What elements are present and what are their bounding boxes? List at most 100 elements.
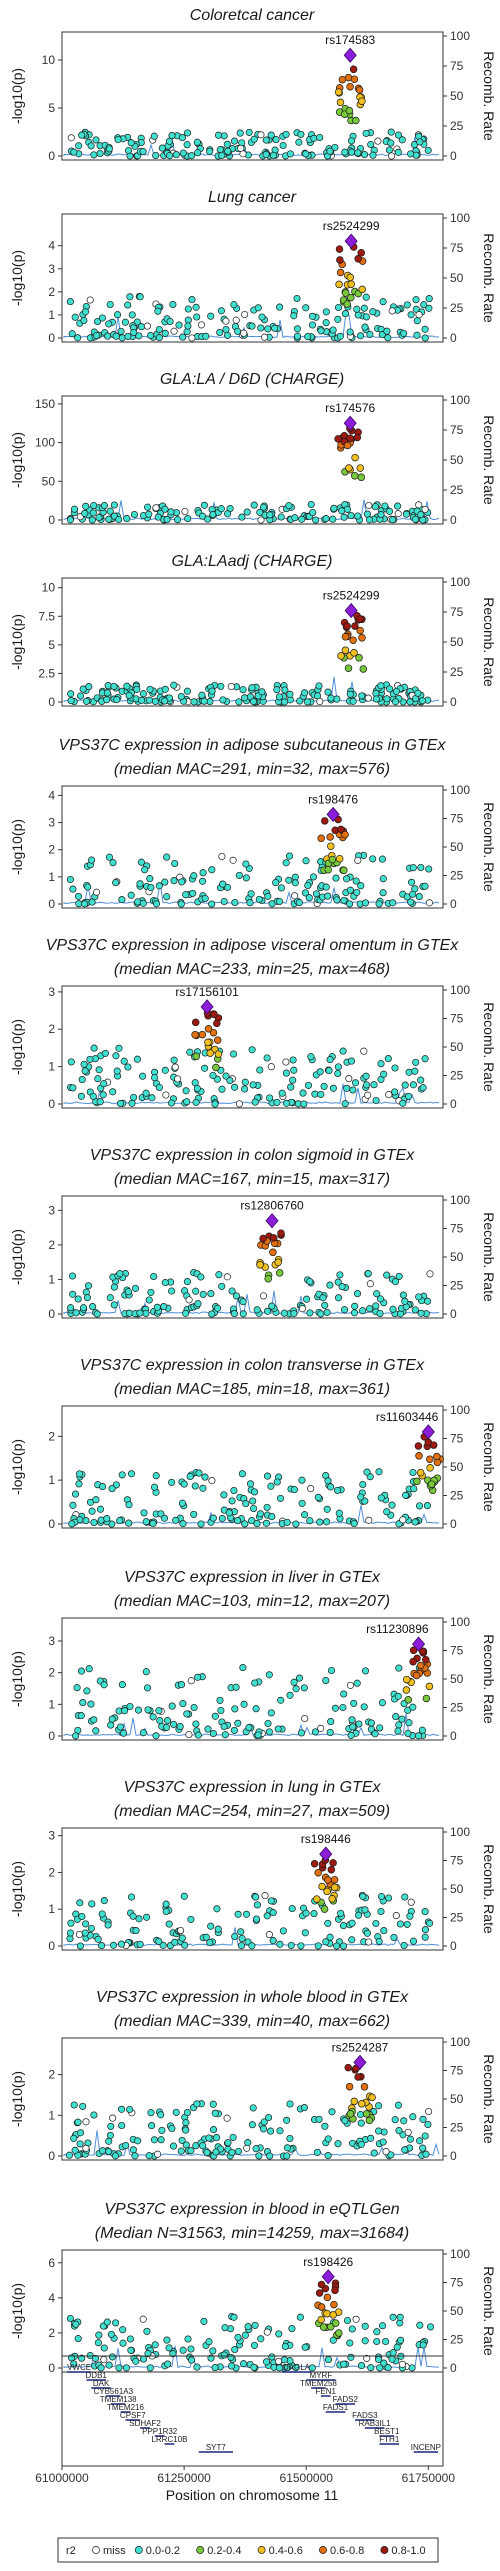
snp-point — [126, 1702, 134, 1711]
snp-point — [276, 2127, 284, 2135]
plot-frame — [61, 1617, 444, 1741]
snp-point — [72, 1309, 80, 1317]
snp-point — [304, 333, 312, 341]
snp-point — [297, 130, 305, 138]
snp-point — [94, 1935, 102, 1943]
snp-point — [179, 1520, 187, 1528]
snp-point — [276, 1494, 285, 1502]
ld-snp-point — [335, 2329, 343, 2337]
snp-point — [228, 2148, 236, 2157]
snp-point — [262, 2358, 271, 2366]
snp-point — [407, 311, 415, 319]
y-tick-label: 2 — [48, 843, 55, 857]
snp-point — [362, 1072, 370, 1080]
snp-point — [103, 696, 111, 704]
snp-point — [257, 2335, 265, 2343]
snp-point — [109, 1941, 118, 1949]
snp-point — [87, 142, 95, 150]
snp-point — [152, 900, 161, 908]
snp-point — [377, 1907, 385, 1916]
snp-point — [222, 1072, 230, 1080]
snp-point — [81, 1929, 89, 1937]
snp-point — [407, 150, 415, 158]
snp-point — [209, 1071, 217, 1080]
snp-point — [295, 899, 303, 907]
ld-snp-point — [331, 2286, 339, 2295]
snp-point — [127, 891, 135, 899]
gene-label: FADS1 — [323, 2403, 349, 2412]
snp-point — [417, 1076, 425, 1084]
snp-point — [382, 2148, 390, 2156]
snp-point — [74, 892, 83, 900]
recomb-tick-label: 25 — [450, 119, 464, 133]
lead-snp-label: rs2524299 — [323, 219, 380, 233]
y-tick-label: 0 — [48, 149, 55, 163]
recomb-tick-label: 75 — [450, 812, 464, 826]
legend: r2 miss 0.0-0.2 0.2-0.4 0.4-0.6 0.6-0.8 0.8-1.… — [57, 2537, 439, 2563]
ld-snp-point — [344, 664, 353, 672]
snp-point — [195, 1469, 203, 1477]
snp-point — [232, 1292, 240, 1300]
snp-point — [165, 2344, 173, 2352]
recomb-tick-label: 25 — [450, 2121, 464, 2135]
snp-point — [300, 1684, 308, 1692]
ld-snp-point — [337, 652, 345, 660]
snp-point — [319, 1294, 327, 1302]
snp-point — [259, 503, 267, 511]
snp-point — [98, 1942, 106, 1950]
snp-point — [183, 328, 191, 336]
snp-point — [248, 322, 256, 330]
ld-snp-point — [275, 1269, 284, 1277]
recomb-axis-label: Recomb. Rate — [481, 51, 497, 141]
snp-point — [106, 507, 114, 515]
snp-point — [389, 1305, 397, 1313]
snp-point — [423, 1502, 431, 1510]
snp-point — [295, 138, 303, 146]
snp-point — [425, 295, 433, 303]
recomb-axis-label: Recomb. Rate — [481, 2054, 497, 2144]
panel-3: GLA:LA / D6D (CHARGE) 0 50 100 150 0 25 50 75 100… — [9, 371, 497, 527]
ld-snp-point — [358, 97, 366, 105]
snp-point — [290, 1066, 298, 1074]
recomb-tick-label: 50 — [450, 453, 464, 467]
snp-point — [240, 329, 248, 337]
y-tick-label: 10 — [42, 581, 56, 595]
snp-point — [205, 2134, 213, 2142]
ld-snp-point — [351, 453, 359, 462]
snp-point — [115, 515, 123, 524]
snp-point — [421, 334, 429, 342]
ld-snp-point — [212, 1063, 220, 1072]
snp-point — [376, 2364, 384, 2372]
snp-point — [361, 1667, 370, 1675]
snp-point — [166, 152, 174, 160]
snp-point — [104, 1921, 112, 1929]
snp-point — [317, 1724, 325, 1732]
snp-point — [376, 1724, 384, 1732]
snp-point — [405, 1068, 413, 1076]
snp-point — [309, 508, 317, 517]
panel-12: VPS37C expression in blood in eQTLGen (Me… — [9, 2201, 497, 2375]
snp-point — [119, 2326, 127, 2334]
snp-point — [95, 513, 103, 522]
snp-point — [86, 296, 94, 304]
snp-point — [170, 327, 178, 335]
lead-snp-marker — [200, 999, 214, 1015]
snp-point — [422, 2150, 430, 2158]
snp-point — [281, 2342, 289, 2351]
snp-point — [376, 1295, 384, 1303]
recomb-axis-label: Recomb. Rate — [481, 802, 497, 892]
ld-snp-point — [343, 622, 351, 630]
snp-point — [365, 1938, 373, 1946]
snp-point — [262, 136, 270, 144]
x-tick-label: 61500000 — [280, 2471, 334, 2485]
snp-point — [409, 2113, 417, 2121]
ld-snp-point — [330, 1883, 339, 1892]
ld-snp-point — [321, 817, 329, 825]
recomb-tick-label: 75 — [450, 241, 464, 255]
snp-point — [411, 885, 419, 893]
lead-snp-label: rs11230896 — [366, 1622, 429, 1636]
gene-label: RAB3IL1 — [359, 2419, 392, 2428]
y-tick-label: 2 — [48, 2068, 55, 2082]
snp-point — [383, 1271, 391, 1279]
recomb-tick-label: 100 — [450, 783, 470, 797]
